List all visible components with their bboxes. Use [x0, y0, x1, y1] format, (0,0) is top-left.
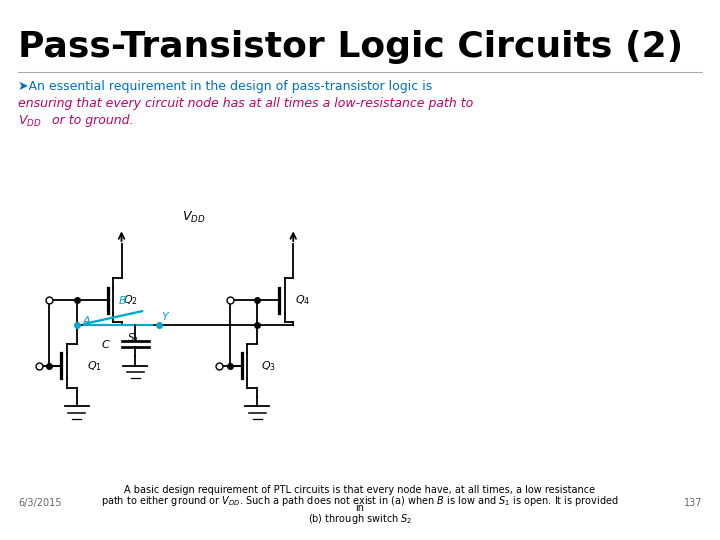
- Text: $Q_4$: $Q_4$: [295, 293, 310, 307]
- Text: path to either ground or $V_{DD}$. Such a path does not exist in (a) when $B$ is: path to either ground or $V_{DD}$. Such …: [101, 494, 619, 508]
- Text: (b) through switch $S_2$: (b) through switch $S_2$: [307, 512, 413, 526]
- Text: $V_{DD}$: $V_{DD}$: [18, 114, 42, 129]
- Text: $Y$: $Y$: [161, 310, 171, 322]
- Text: 137: 137: [683, 498, 702, 508]
- Text: $Q_1$: $Q_1$: [87, 359, 102, 373]
- Text: $A$: $A$: [82, 314, 91, 326]
- Text: A basic design requirement of PTL circuits is that every node have, at all times: A basic design requirement of PTL circui…: [125, 485, 595, 495]
- Text: in: in: [356, 503, 364, 513]
- Text: ➤An essential requirement in the design of pass-transistor logic is: ➤An essential requirement in the design …: [18, 80, 432, 93]
- Text: $Q_2$: $Q_2$: [123, 293, 138, 307]
- Text: $B$: $B$: [118, 294, 127, 307]
- Text: $V_{DD}$: $V_{DD}$: [182, 210, 205, 225]
- Text: ensuring that every circuit node has at all times a low-resistance path to: ensuring that every circuit node has at …: [18, 97, 473, 110]
- Text: 6/3/2015: 6/3/2015: [18, 498, 61, 508]
- Text: $S_1$: $S_1$: [127, 332, 139, 345]
- Text: $C$: $C$: [102, 338, 111, 350]
- Text: Pass-Transistor Logic Circuits (2): Pass-Transistor Logic Circuits (2): [18, 30, 683, 64]
- Text: or to ground.: or to ground.: [48, 114, 133, 127]
- Text: $Q_3$: $Q_3$: [261, 359, 276, 373]
